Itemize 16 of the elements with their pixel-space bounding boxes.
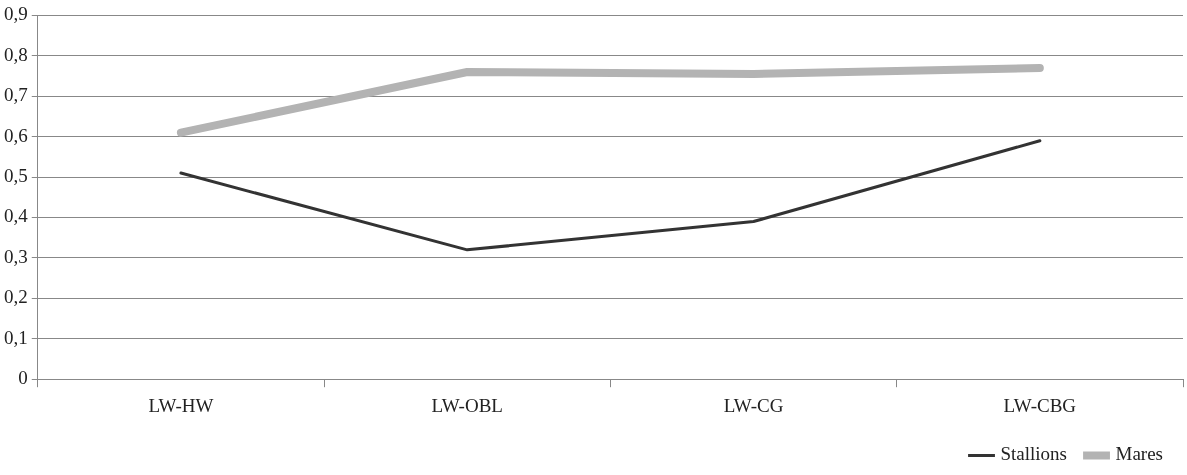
y-tick-label: 0,7 — [4, 84, 28, 106]
x-tick-label: LW-OBL — [431, 394, 503, 416]
y-tick-label: 0,1 — [4, 326, 28, 348]
legend-label: Stallions — [1000, 443, 1068, 465]
x-tick-label: LW-CBG — [1003, 394, 1077, 416]
y-tick-label: 0,5 — [4, 165, 28, 187]
x-tick-label: LW-HW — [148, 394, 214, 416]
y-tick-label: 0,9 — [4, 3, 28, 25]
y-tick-label: 0,4 — [4, 205, 29, 227]
y-tick-label: 0,8 — [4, 43, 28, 65]
y-tick-label: 0 — [18, 367, 28, 389]
legend-label: Mares — [1115, 443, 1163, 465]
y-tick-label: 0,2 — [4, 286, 28, 308]
y-tick-label: 0,6 — [4, 124, 28, 146]
x-tick-label: LW-CG — [723, 394, 784, 416]
y-tick-label: 0,3 — [4, 245, 28, 267]
